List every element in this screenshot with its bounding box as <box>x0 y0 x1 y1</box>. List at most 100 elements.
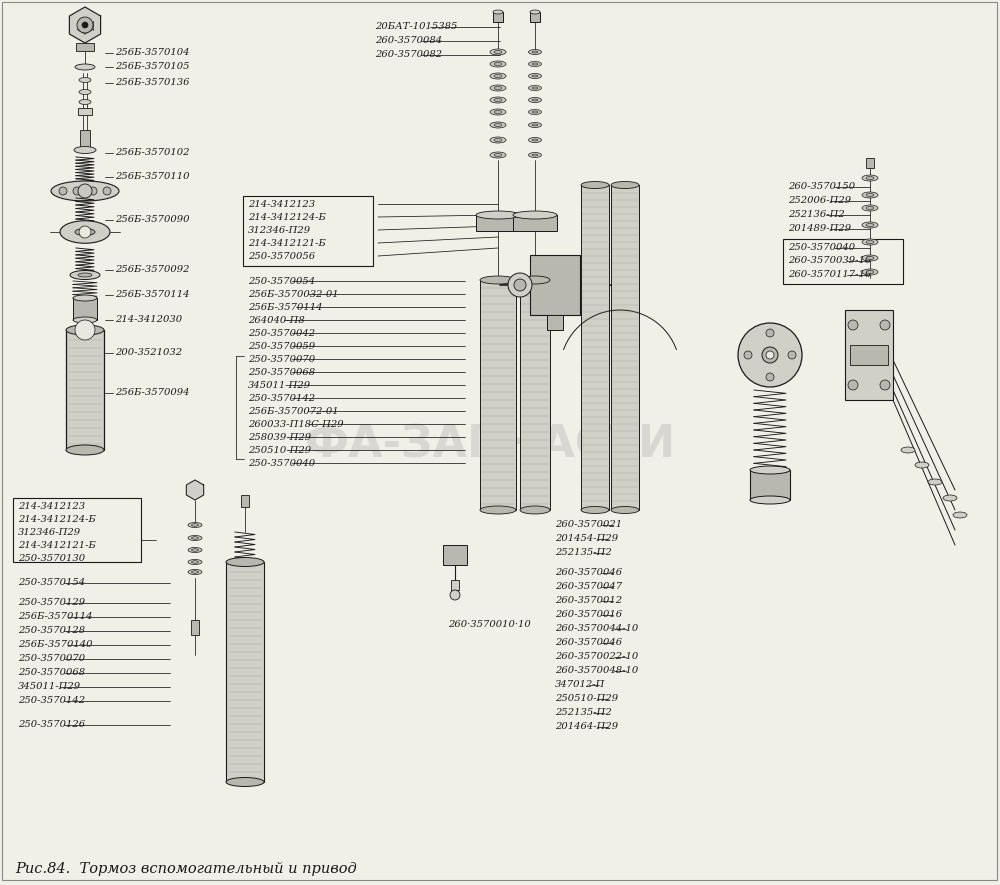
Ellipse shape <box>528 152 542 158</box>
Bar <box>845 310 893 400</box>
Text: 201489-П29: 201489-П29 <box>788 224 851 233</box>
Ellipse shape <box>862 222 878 228</box>
Bar <box>530 12 540 22</box>
Circle shape <box>514 279 526 291</box>
Text: 260-3570084: 260-3570084 <box>375 36 442 45</box>
Text: 260-3570012: 260-3570012 <box>555 596 622 605</box>
Ellipse shape <box>862 239 878 245</box>
Circle shape <box>59 187 67 195</box>
Ellipse shape <box>494 50 502 53</box>
Ellipse shape <box>79 89 91 95</box>
Ellipse shape <box>188 570 202 574</box>
Ellipse shape <box>528 86 542 90</box>
Ellipse shape <box>70 271 100 280</box>
Ellipse shape <box>480 506 516 514</box>
Ellipse shape <box>75 64 95 70</box>
Bar <box>480 280 516 510</box>
Circle shape <box>848 320 858 330</box>
Text: 252135-П2: 252135-П2 <box>555 708 612 717</box>
Bar <box>611 185 639 510</box>
Ellipse shape <box>494 153 502 157</box>
Bar <box>547 315 563 330</box>
Ellipse shape <box>66 325 104 335</box>
Text: 345011-П29: 345011-П29 <box>18 682 81 691</box>
Bar <box>13 498 141 562</box>
Ellipse shape <box>73 295 97 301</box>
Bar <box>226 562 264 782</box>
Text: 250-3570128: 250-3570128 <box>18 626 85 635</box>
Text: 250510-П29: 250510-П29 <box>555 694 618 703</box>
Text: 20БАТ-1015385: 20БАТ-1015385 <box>375 22 457 31</box>
Ellipse shape <box>528 122 542 127</box>
Bar <box>80 130 90 148</box>
Text: 256Б-3570090: 256Б-3570090 <box>115 215 190 224</box>
Ellipse shape <box>494 138 502 142</box>
Ellipse shape <box>494 98 502 102</box>
Circle shape <box>450 590 460 600</box>
Circle shape <box>880 380 890 390</box>
Text: 256Б-3570136: 256Б-3570136 <box>115 78 190 87</box>
Ellipse shape <box>494 111 502 113</box>
Bar <box>78 108 92 115</box>
Text: 250-3570056: 250-3570056 <box>248 252 315 261</box>
Text: 250-3570068: 250-3570068 <box>18 668 85 677</box>
Text: 250-3570068: 250-3570068 <box>248 368 315 377</box>
Bar <box>850 345 888 365</box>
Bar <box>520 280 550 510</box>
Ellipse shape <box>493 10 503 14</box>
Ellipse shape <box>750 466 790 474</box>
Ellipse shape <box>953 512 967 518</box>
Bar <box>241 495 249 507</box>
Ellipse shape <box>490 49 506 55</box>
Text: Рис.84.  Тормоз вспомогательный и привод: Рис.84. Тормоз вспомогательный и привод <box>15 862 357 876</box>
Ellipse shape <box>528 110 542 114</box>
Bar <box>493 12 503 22</box>
Ellipse shape <box>60 220 110 243</box>
Text: 250-3570040: 250-3570040 <box>248 459 315 468</box>
Text: 260-3570048-10: 260-3570048-10 <box>555 666 638 675</box>
Ellipse shape <box>188 548 202 552</box>
Text: 200-3521032: 200-3521032 <box>115 348 182 357</box>
Ellipse shape <box>494 124 502 127</box>
Ellipse shape <box>866 257 874 259</box>
Ellipse shape <box>532 124 538 126</box>
Ellipse shape <box>226 778 264 787</box>
Ellipse shape <box>532 87 538 89</box>
Bar <box>476 215 520 231</box>
Ellipse shape <box>188 522 202 527</box>
Ellipse shape <box>490 122 506 128</box>
Text: 256Б-3570092: 256Б-3570092 <box>115 265 190 274</box>
Text: 260-3570021: 260-3570021 <box>555 520 622 529</box>
Ellipse shape <box>862 175 878 181</box>
Text: 250-3570142: 250-3570142 <box>248 394 315 403</box>
Ellipse shape <box>51 181 119 201</box>
Text: 347012-П: 347012-П <box>555 680 605 689</box>
Text: 256Б-3570104: 256Б-3570104 <box>115 48 190 57</box>
Text: 345011-П29: 345011-П29 <box>248 381 311 390</box>
Text: 214-3412123: 214-3412123 <box>248 200 315 209</box>
Ellipse shape <box>513 211 557 219</box>
Text: 256Б-3570114: 256Б-3570114 <box>115 290 190 299</box>
Ellipse shape <box>611 506 639 513</box>
Ellipse shape <box>494 63 502 65</box>
Circle shape <box>89 187 97 195</box>
Circle shape <box>848 380 858 390</box>
Bar <box>243 196 373 266</box>
Circle shape <box>766 329 774 337</box>
Text: 214-3412121-Б: 214-3412121-Б <box>18 541 96 550</box>
Ellipse shape <box>866 194 874 196</box>
Polygon shape <box>69 7 101 43</box>
Text: 260-3570047: 260-3570047 <box>555 582 622 591</box>
Circle shape <box>82 22 88 28</box>
Ellipse shape <box>611 181 639 189</box>
Polygon shape <box>186 480 204 500</box>
Text: 256Б-3570094: 256Б-3570094 <box>115 388 190 397</box>
Ellipse shape <box>532 75 538 77</box>
Ellipse shape <box>192 571 198 573</box>
Circle shape <box>766 351 774 359</box>
Text: 250-3570059: 250-3570059 <box>248 342 315 351</box>
Ellipse shape <box>490 152 506 158</box>
Text: 250-3570054: 250-3570054 <box>248 277 315 286</box>
Ellipse shape <box>490 97 506 103</box>
Text: 260-3570044-10: 260-3570044-10 <box>555 624 638 633</box>
